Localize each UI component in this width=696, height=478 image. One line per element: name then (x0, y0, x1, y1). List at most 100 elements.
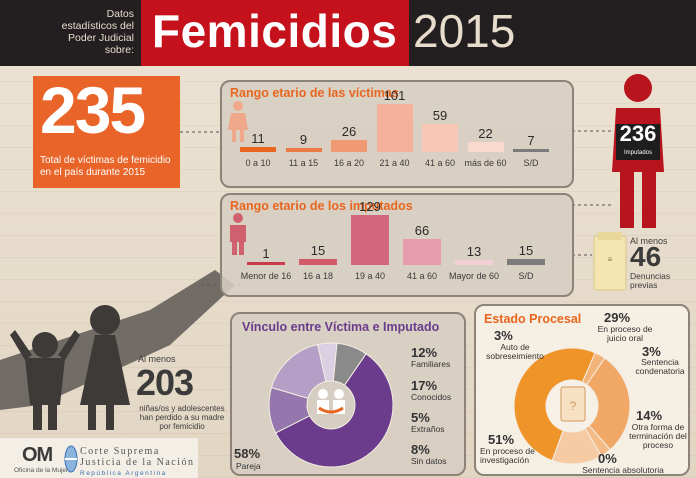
bar-value-1-3: 66 (414, 223, 430, 239)
proc-label-condena: Sentencia condenatoria (635, 357, 685, 376)
rel-pct-sindatos: 8% (411, 442, 430, 457)
bar-0-2 (331, 139, 367, 152)
bar-0-3 (376, 104, 413, 152)
bar-category-0-5: más de 60 (464, 158, 507, 168)
bar-1-1 (299, 259, 337, 265)
rel-label-pareja: Pareja (236, 461, 261, 471)
complaints-prefix: Al menos (630, 236, 668, 246)
bar-1-0 (247, 262, 285, 265)
procedural-title: Estado Procesal (484, 312, 582, 326)
children-value: 203 (136, 362, 194, 403)
complaints-label: Denuncias previas (630, 271, 671, 290)
rel-pct-conocidos: 17% (411, 378, 438, 393)
slice-3-0 (585, 357, 631, 451)
proc-pct-juicio: 29% (604, 310, 631, 325)
family-silhouette-icon (0, 270, 235, 430)
bar-0-4 (422, 123, 458, 152)
accused-total-label: Imputados (623, 150, 653, 156)
rel-pct-familiares: 12% (411, 345, 438, 360)
children-label: niñas/os y adolescentes han perdido a su… (139, 404, 225, 431)
bar-0-1 (285, 147, 322, 152)
rel-label-familiares: Familiares (411, 359, 451, 369)
slice-2-0 (274, 353, 394, 468)
accused-age-title: Rango etario de los imputados (230, 199, 413, 213)
rel-label-sindatos: Sin datos (411, 456, 447, 466)
csj-name: Corte Suprema Justicia de la Nación (80, 446, 195, 468)
bar-category-0-1: 11 a 15 (288, 158, 319, 168)
bar-value-0-5: 22 (478, 125, 493, 141)
slice-3-5 (581, 352, 606, 386)
bar-value-1-4: 13 (466, 243, 482, 259)
proc-label-investigacion: En proceso de investigación (480, 446, 535, 465)
bar-value-1-0: 1 (262, 246, 270, 261)
bar-category-0-3: 21 a 40 (379, 158, 410, 168)
bar-value-1-5: 15 (518, 243, 534, 259)
proc-label-sobreseimiento: Auto de sobreseimiento (486, 342, 544, 361)
victims-total-box (33, 76, 180, 188)
proc-pct-sobreseimiento: 3% (494, 328, 513, 343)
bar-category-1-3: 41 a 60 (406, 271, 438, 281)
proc-pct-investigacion: 51% (488, 432, 515, 447)
relationship-donut (268, 342, 394, 468)
proc-label-otra: Otra forma de terminación del proceso (629, 422, 687, 450)
footer-logos (0, 438, 198, 478)
bar-category-0-0: 0 a 10 (245, 158, 271, 168)
slice-3-4 (513, 347, 596, 462)
rel-pct-extranos: 5% (411, 410, 430, 425)
bar-value-0-0: 11 (251, 130, 265, 146)
svg-text:?: ? (570, 399, 577, 413)
bar-1-4 (455, 259, 493, 265)
bar-category-1-2: 19 a 40 (354, 271, 386, 281)
om-logo: OM (22, 444, 53, 466)
bar-category-0-6: S/D (523, 158, 539, 168)
victims-age-title: Rango etario de las víctimas (230, 86, 399, 100)
bar-category-1-5: S/D (518, 271, 534, 281)
accused-total-box (616, 124, 660, 160)
couple-icon (317, 389, 345, 414)
bar-value-0-1: 9 (299, 131, 308, 147)
bar-0-5 (467, 141, 504, 152)
woman-icon (228, 101, 248, 142)
page-year: 2015 (413, 5, 516, 57)
proc-pct-condena: 3% (642, 344, 661, 359)
bar-1-3 (403, 239, 441, 265)
bar-1-2 (351, 215, 389, 265)
bar-0-6 (513, 148, 549, 152)
bar-value-0-4: 59 (432, 107, 448, 123)
bar-category-1-1: 16 a 18 (302, 271, 334, 281)
argentina-emblem-icon (64, 445, 78, 473)
man-icon (230, 213, 246, 255)
rel-pct-pareja: 58% (234, 446, 261, 461)
bar-0-0 (240, 146, 276, 152)
case-file-icon: ? (560, 386, 586, 422)
csj-country: República Argentina (80, 470, 167, 477)
bar-category-0-2: 16 a 20 (333, 158, 365, 168)
proc-label-juicio: En proceso de juicio oral (597, 324, 653, 343)
victims-total-value: 235 (40, 73, 146, 147)
header-subtitle: Datos estadísticos del Poder Judicial sobr… (61, 8, 134, 56)
children-prefix: Al menos (138, 354, 176, 364)
complaints-value: 46 (630, 241, 662, 272)
svg-text:≡: ≡ (608, 255, 613, 264)
rel-label-extranos: Extraños (411, 424, 445, 434)
bar-value-1-1: 15 (310, 243, 326, 259)
bar-value-0-2: 26 (341, 123, 357, 139)
bar-value-0-3: 101 (383, 88, 406, 103)
relationship-title: Vínculo entre Víctima e Imputado (242, 320, 440, 334)
title-box (141, 0, 409, 66)
proc-label-absol: Sentencia absolutoria (582, 465, 664, 475)
bar-1-5 (507, 259, 545, 265)
accused-total-value: 236 (619, 121, 657, 146)
accused-age-panel (220, 193, 574, 297)
victims-total-label: Total de víctimas de femicidio en el paí… (40, 155, 171, 178)
proc-pct-absol: 0% (598, 451, 617, 466)
bar-value-0-6: 7 (527, 132, 535, 148)
bar-category-0-4: 41 a 60 (424, 158, 456, 168)
page-title: Femicidios (152, 5, 398, 57)
bar-value-1-2: 129 (359, 199, 381, 214)
bar-category-1-0: Menor de 16 (240, 271, 292, 281)
document-folder-icon: ≡ (593, 232, 627, 291)
om-subtitle: Oficina de la Mujer (14, 467, 69, 474)
bar-category-1-4: Mayor de 60 (448, 271, 500, 281)
proc-pct-otra: 14% (636, 408, 663, 423)
